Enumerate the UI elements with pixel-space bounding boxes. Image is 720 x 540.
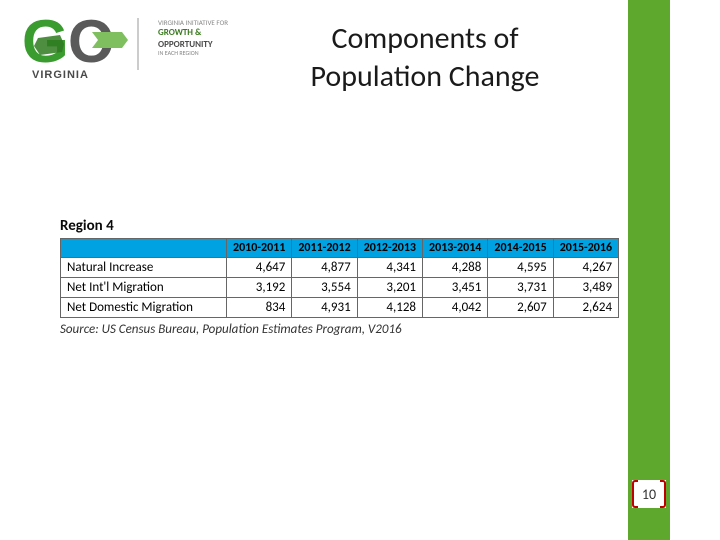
table-header-blank	[61, 239, 227, 258]
table-cell: 4,042	[423, 298, 488, 318]
table-row: Natural Increase 4,647 4,877 4,341 4,288…	[61, 258, 619, 278]
go-virginia-logo: G O VIRGINIA	[20, 10, 150, 85]
table-cell: 2,624	[553, 298, 618, 318]
row-label: Net Domestic Migration	[61, 298, 227, 318]
table-row: Net Int'l Migration 3,192 3,554 3,201 3,…	[61, 278, 619, 298]
table-row: Net Domestic Migration 834 4,931 4,128 4…	[61, 298, 619, 318]
table-cell: 3,192	[227, 278, 292, 298]
table-cell: 3,201	[357, 278, 422, 298]
bracket-left-icon	[632, 480, 638, 508]
table-cell: 4,267	[553, 258, 618, 278]
table-cell: 4,877	[292, 258, 357, 278]
table-col-header: 2010-2011	[227, 239, 292, 258]
tagline-top: VIRGINIA INITIATIVE FOR	[158, 18, 228, 27]
table-col-header: 2015-2016	[553, 239, 618, 258]
vertical-accent-bar	[628, 0, 670, 540]
row-label: Natural Increase	[61, 258, 227, 278]
logo-tagline: VIRGINIA INITIATIVE FOR GROWTH & OPPORTU…	[158, 18, 228, 58]
table-col-header: 2011-2012	[292, 239, 357, 258]
table-col-header: 2012-2013	[357, 239, 422, 258]
table-cell: 2,607	[488, 298, 553, 318]
page-number-value: 10	[642, 486, 656, 503]
table-cell: 4,128	[357, 298, 422, 318]
logo-region: G O VIRGINIA VIRGINIA INITIATIVE FOR GRO…	[20, 10, 228, 85]
tagline-growth: GROWTH &	[158, 27, 228, 39]
table-cell: 3,554	[292, 278, 357, 298]
table-cell: 4,288	[423, 258, 488, 278]
table-cell: 4,931	[292, 298, 357, 318]
row-label: Net Int'l Migration	[61, 278, 227, 298]
region-label: Region 4	[60, 217, 114, 235]
population-change-table: 2010-2011 2011-2012 2012-2013 2013-2014 …	[60, 238, 619, 318]
table-cell: 3,451	[423, 278, 488, 298]
title-line-1: Components of	[331, 20, 518, 57]
table-header-row: 2010-2011 2011-2012 2012-2013 2013-2014 …	[61, 239, 619, 258]
table-cell: 4,341	[357, 258, 422, 278]
bracket-right-icon	[660, 480, 666, 508]
table-col-header: 2013-2014	[423, 239, 488, 258]
page-title: Components of Population Change	[280, 20, 570, 95]
title-line-2: Population Change	[311, 58, 540, 95]
table-cell: 3,731	[488, 278, 553, 298]
page-number: 10	[632, 480, 666, 508]
table-cell: 4,647	[227, 258, 292, 278]
table-cell: 4,595	[488, 258, 553, 278]
tagline-each-region: IN EACH REGION	[158, 50, 228, 58]
source-note: Source: US Census Bureau, Population Est…	[60, 322, 402, 337]
table-cell: 3,489	[553, 278, 618, 298]
table-cell: 834	[227, 298, 292, 318]
svg-text:VIRGINIA: VIRGINIA	[32, 69, 89, 81]
table-col-header: 2014-2015	[488, 239, 553, 258]
